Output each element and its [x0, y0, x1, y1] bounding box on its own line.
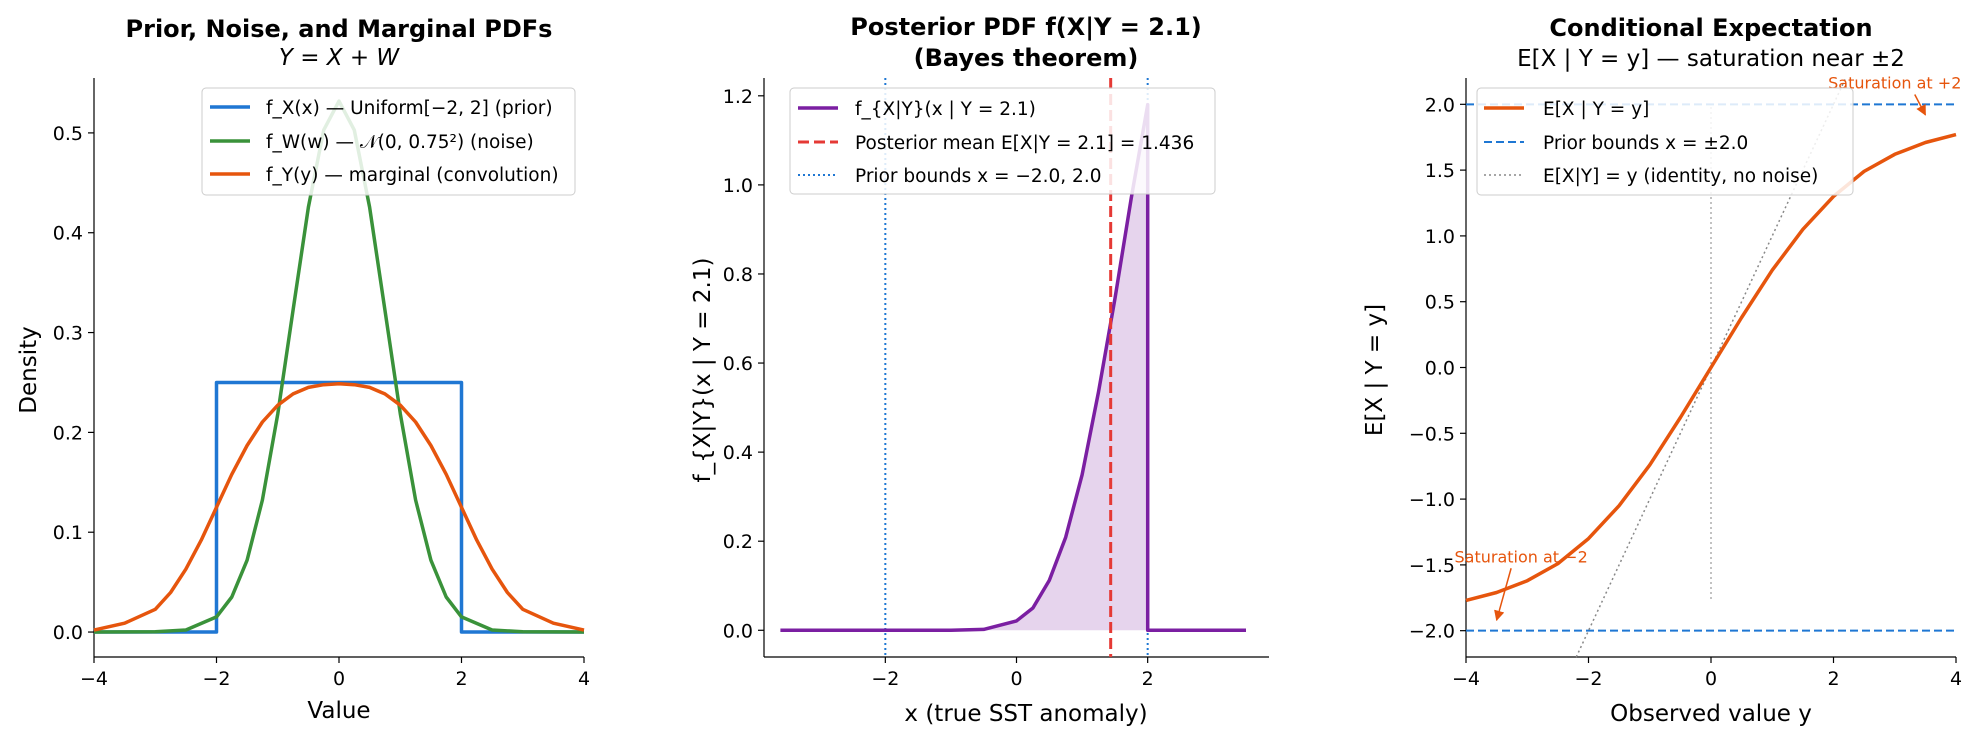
legend-label-prior-bounds-3: Prior bounds x = ±2.0	[1543, 133, 1748, 154]
panel-2-y-tick-label: 0.6	[723, 353, 753, 375]
annotation-saturation-plus: Saturation at +2	[1828, 74, 1961, 93]
legend-label-prior: f_X(x) — Uniform[−2, 2] (prior)	[266, 98, 553, 119]
annotation-arrow-plus	[1914, 94, 1927, 116]
panel-2-subtitle: (Bayes theorem)	[914, 44, 1139, 72]
panel-1-subtitle: Y = X + W	[279, 45, 401, 71]
panel-2-x-tick-label: −2	[871, 668, 899, 690]
panel-1-ylabel: Density	[16, 326, 42, 413]
panel-3-y-tick-label: −2.0	[1409, 621, 1455, 643]
panel-1-x-tick-label: 0	[333, 668, 345, 690]
conditional-expectation-line	[1465, 132, 1957, 603]
panel-1-legend: f_X(x) — Uniform[−2, 2] (prior) f_W(w) —…	[201, 87, 576, 196]
panel-3-y-tick-label: 0.0	[1425, 358, 1455, 380]
panel-3-plot-area: −4 −2 0 2 4 −2.0 −1.5 −1.0 −0.5 0.0 0.5 1.0 1.5 2.0 Sa…	[1409, 74, 1962, 690]
panel-1-y-tick-label: 0.4	[53, 223, 83, 245]
panel-2-legend-box	[789, 87, 1216, 195]
panel-2-x-tick-label: 2	[1142, 668, 1154, 690]
panel-2-xlabel: x (true SST anomaly)	[904, 701, 1147, 727]
panel-3-y-tick-label: 1.0	[1425, 226, 1455, 248]
legend-label-marginal: f_Y(y) — marginal (convolution)	[266, 165, 559, 186]
panel-2-y-tick-label: 1.0	[723, 175, 753, 197]
annotation-saturation-minus: Saturation at −2	[1455, 547, 1588, 566]
panel-1-plot-area: −4 −2 0 2 4 0.0 0.1 0.2 0.3 0.4 0.5	[53, 78, 590, 690]
panel-2-title: Posterior PDF f(X|Y = 2.1)	[850, 13, 1201, 41]
panel-1-xlabel: Value	[307, 698, 370, 724]
panel-3-legend: E[X | Y = y] Prior bounds x = ±2.0 E[X|Y…	[1476, 87, 1854, 196]
panel-2-y-tick-label: 1.2	[723, 86, 753, 108]
panel-2-y-tick-label: 0.2	[723, 531, 753, 553]
panel-3-y-tick-label: −1.5	[1409, 555, 1455, 577]
panel-1-x-tick-label: −4	[80, 668, 108, 690]
panel-1-y-tick-label: 0.1	[53, 522, 83, 544]
marginal-line	[93, 381, 585, 632]
panel-2: Posterior PDF f(X|Y = 2.1) (Bayes theore…	[690, 13, 1269, 727]
panel-1-legend-box	[201, 87, 576, 196]
panel-2-x-tick-label: 0	[1010, 668, 1022, 690]
panel-3-y-tick-label: 1.5	[1425, 160, 1455, 182]
panel-2-y-tick-label: 0.8	[723, 264, 753, 286]
annotation-arrow-minus	[1494, 568, 1512, 622]
legend-label-cond-exp: E[X | Y = y]	[1543, 99, 1649, 120]
panel-1-title: Prior, Noise, and Marginal PDFs	[126, 15, 553, 43]
panel-2-y-tick-label: 0.4	[723, 442, 753, 464]
panel-3-x-tick-label: 2	[1827, 668, 1839, 690]
panel-1-x-tick-label: 4	[578, 668, 590, 690]
panel-3-y-tick-label: −1.0	[1409, 489, 1455, 511]
legend-label-posterior-mean: Posterior mean E[X|Y = 2.1] = 1.436	[855, 133, 1194, 154]
panel-3-y-tick-label: 2.0	[1425, 94, 1455, 116]
panel-1-y-tick-label: 0.5	[53, 123, 83, 145]
panel-1-x-tick-label: −2	[202, 668, 230, 690]
panel-3-title: Conditional Expectation	[1549, 14, 1872, 42]
legend-label-identity: E[X|Y] = y (identity, no noise)	[1543, 166, 1818, 187]
panel-3-legend-box	[1476, 87, 1854, 196]
panel-1-y-tick-label: 0.0	[53, 622, 83, 644]
legend-label-noise: f_W(w) — 𝒩(0, 0.75²) (noise)	[266, 132, 534, 153]
panel-1-y-tick-label: 0.3	[53, 323, 83, 345]
panel-3-y-tick-label: 0.5	[1425, 292, 1455, 314]
panel-2-ylabel: f_{X|Y}(x | Y = 2.1)	[690, 258, 716, 483]
identity-line	[1575, 77, 1847, 658]
panel-3: Conditional Expectation E[X | Y = y] — s…	[1362, 14, 1962, 727]
legend-label-prior-bounds: Prior bounds x = −2.0, 2.0	[855, 166, 1101, 187]
legend-label-posterior: f_{X|Y}(x | Y = 2.1)	[855, 99, 1036, 120]
panel-3-x-tick-label: 0	[1705, 668, 1717, 690]
panel-1: Prior, Noise, and Marginal PDFs Y = X + …	[16, 15, 590, 724]
panel-1-x-tick-label: 2	[455, 668, 467, 690]
panel-1-y-tick-label: 0.2	[53, 422, 83, 444]
panel-2-legend: f_{X|Y}(x | Y = 2.1) Posterior mean E[X|…	[789, 87, 1216, 195]
panel-2-y-tick-label: 0.0	[723, 620, 753, 642]
panel-3-x-tick-label: −2	[1574, 668, 1602, 690]
panel-3-xlabel: Observed value y	[1610, 701, 1812, 727]
panel-3-x-tick-label: 4	[1950, 668, 1962, 690]
panel-3-y-tick-label: −0.5	[1409, 423, 1455, 445]
panel-3-x-tick-label: −4	[1452, 668, 1480, 690]
panel-3-ylabel: E[X | Y = y]	[1362, 304, 1388, 436]
panel-3-subtitle: E[X | Y = y] — saturation near ±2	[1517, 46, 1905, 72]
posterior-fill-area	[885, 104, 1148, 631]
